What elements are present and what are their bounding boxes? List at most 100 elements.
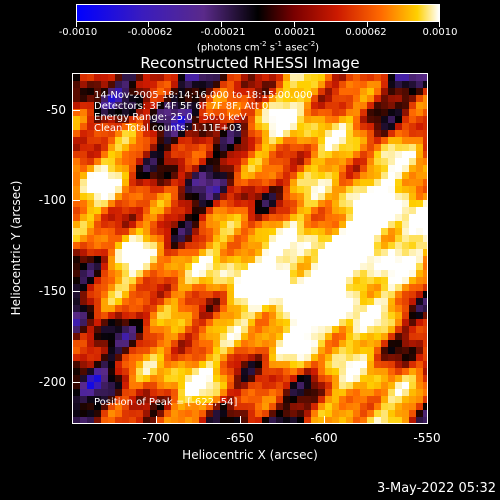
heatmap-cell [129, 340, 136, 347]
heatmap-cell [185, 368, 192, 375]
heatmap-cell [395, 109, 402, 116]
heatmap-cell [388, 340, 395, 347]
heatmap-cell [227, 270, 234, 277]
heatmap-cell [157, 74, 164, 81]
heatmap-cell [381, 417, 388, 423]
heatmap-cell [122, 417, 129, 423]
heatmap-cell [318, 305, 325, 312]
heatmap-cell [115, 186, 122, 193]
heatmap-cell [367, 368, 374, 375]
heatmap-cell [199, 326, 206, 333]
heatmap-cell [269, 319, 276, 326]
heatmap-cell [199, 256, 206, 263]
heatmap-cell [423, 256, 427, 263]
heatmap-cell [346, 375, 353, 382]
heatmap-cell [311, 172, 318, 179]
heatmap-cell [388, 375, 395, 382]
heatmap-cell [80, 158, 87, 165]
heatmap-cell [304, 95, 311, 102]
heatmap-cell [416, 417, 423, 423]
heatmap-cell [262, 130, 269, 137]
heatmap-cell [409, 81, 416, 88]
heatmap-cell [241, 102, 248, 109]
heatmap-cell [164, 102, 171, 109]
heatmap-cell [339, 326, 346, 333]
heatmap-cell [220, 326, 227, 333]
heatmap-cell [395, 277, 402, 284]
heatmap-cell [304, 109, 311, 116]
heatmap-cell [269, 256, 276, 263]
heatmap-cell [185, 235, 192, 242]
heatmap-cell [87, 165, 94, 172]
heatmap-cell [115, 277, 122, 284]
heatmap-cell [143, 144, 150, 151]
heatmap-cell [353, 221, 360, 228]
heatmap-cell [269, 95, 276, 102]
heatmap-cell [255, 249, 262, 256]
heatmap-cell [234, 207, 241, 214]
heatmap-cell [269, 298, 276, 305]
heatmap-cell [262, 88, 269, 95]
heatmap-cell [367, 81, 374, 88]
heatmap-cell [73, 200, 80, 207]
heatmap-cell [416, 270, 423, 277]
heatmap-cell [248, 207, 255, 214]
heatmap-cell [87, 256, 94, 263]
heatmap-cell [262, 361, 269, 368]
heatmap-cell [381, 284, 388, 291]
heatmap-cell [339, 340, 346, 347]
x-axis-label: Heliocentric X (arcsec) [182, 448, 318, 462]
heatmap-cell [227, 326, 234, 333]
heatmap-cell [353, 228, 360, 235]
heatmap-cell [108, 305, 115, 312]
heatmap-cell [220, 291, 227, 298]
heatmap-cell [423, 291, 427, 298]
heatmap-cell [367, 102, 374, 109]
heatmap-cell [213, 284, 220, 291]
heatmap-cell [339, 284, 346, 291]
heatmap-cell [262, 417, 269, 423]
heatmap-cell [101, 221, 108, 228]
heatmap-cell [276, 291, 283, 298]
heatmap-cell [346, 382, 353, 389]
heatmap-cell [157, 410, 164, 417]
heatmap-cell [241, 396, 248, 403]
heatmap-cell [94, 130, 101, 137]
heatmap-cell [192, 305, 199, 312]
heatmap-cell [164, 368, 171, 375]
heatmap-cell [129, 228, 136, 235]
heatmap-cell [150, 256, 157, 263]
heatmap-cell [409, 123, 416, 130]
heatmap-cell [353, 284, 360, 291]
heatmap-cell [199, 333, 206, 340]
heatmap-cell [213, 221, 220, 228]
heatmap-cell [220, 186, 227, 193]
heatmap-cell [178, 172, 185, 179]
heatmap-cell [262, 228, 269, 235]
heatmap-cell [136, 102, 143, 109]
heatmap-cell [241, 193, 248, 200]
heatmap-cell [325, 186, 332, 193]
heatmap-cell [360, 74, 367, 81]
heatmap-cell [122, 333, 129, 340]
heatmap-cell [311, 354, 318, 361]
x-tick-label: -600 [310, 431, 338, 445]
heatmap-cell [206, 165, 213, 172]
heatmap-cell [192, 214, 199, 221]
heatmap-cell [101, 389, 108, 396]
colorbar-tick [294, 22, 295, 27]
heatmap-cell [150, 109, 157, 116]
heatmap-cell [108, 116, 115, 123]
heatmap-cell [353, 256, 360, 263]
heatmap-cell [395, 326, 402, 333]
heatmap-cell [353, 242, 360, 249]
heatmap-cell [346, 95, 353, 102]
heatmap-cell [206, 361, 213, 368]
heatmap-cell [185, 340, 192, 347]
heatmap-cell [297, 270, 304, 277]
heatmap-cell [108, 193, 115, 200]
heatmap-cell [262, 263, 269, 270]
heatmap-cell [192, 130, 199, 137]
heatmap-cell [108, 172, 115, 179]
heatmap-cell [129, 221, 136, 228]
